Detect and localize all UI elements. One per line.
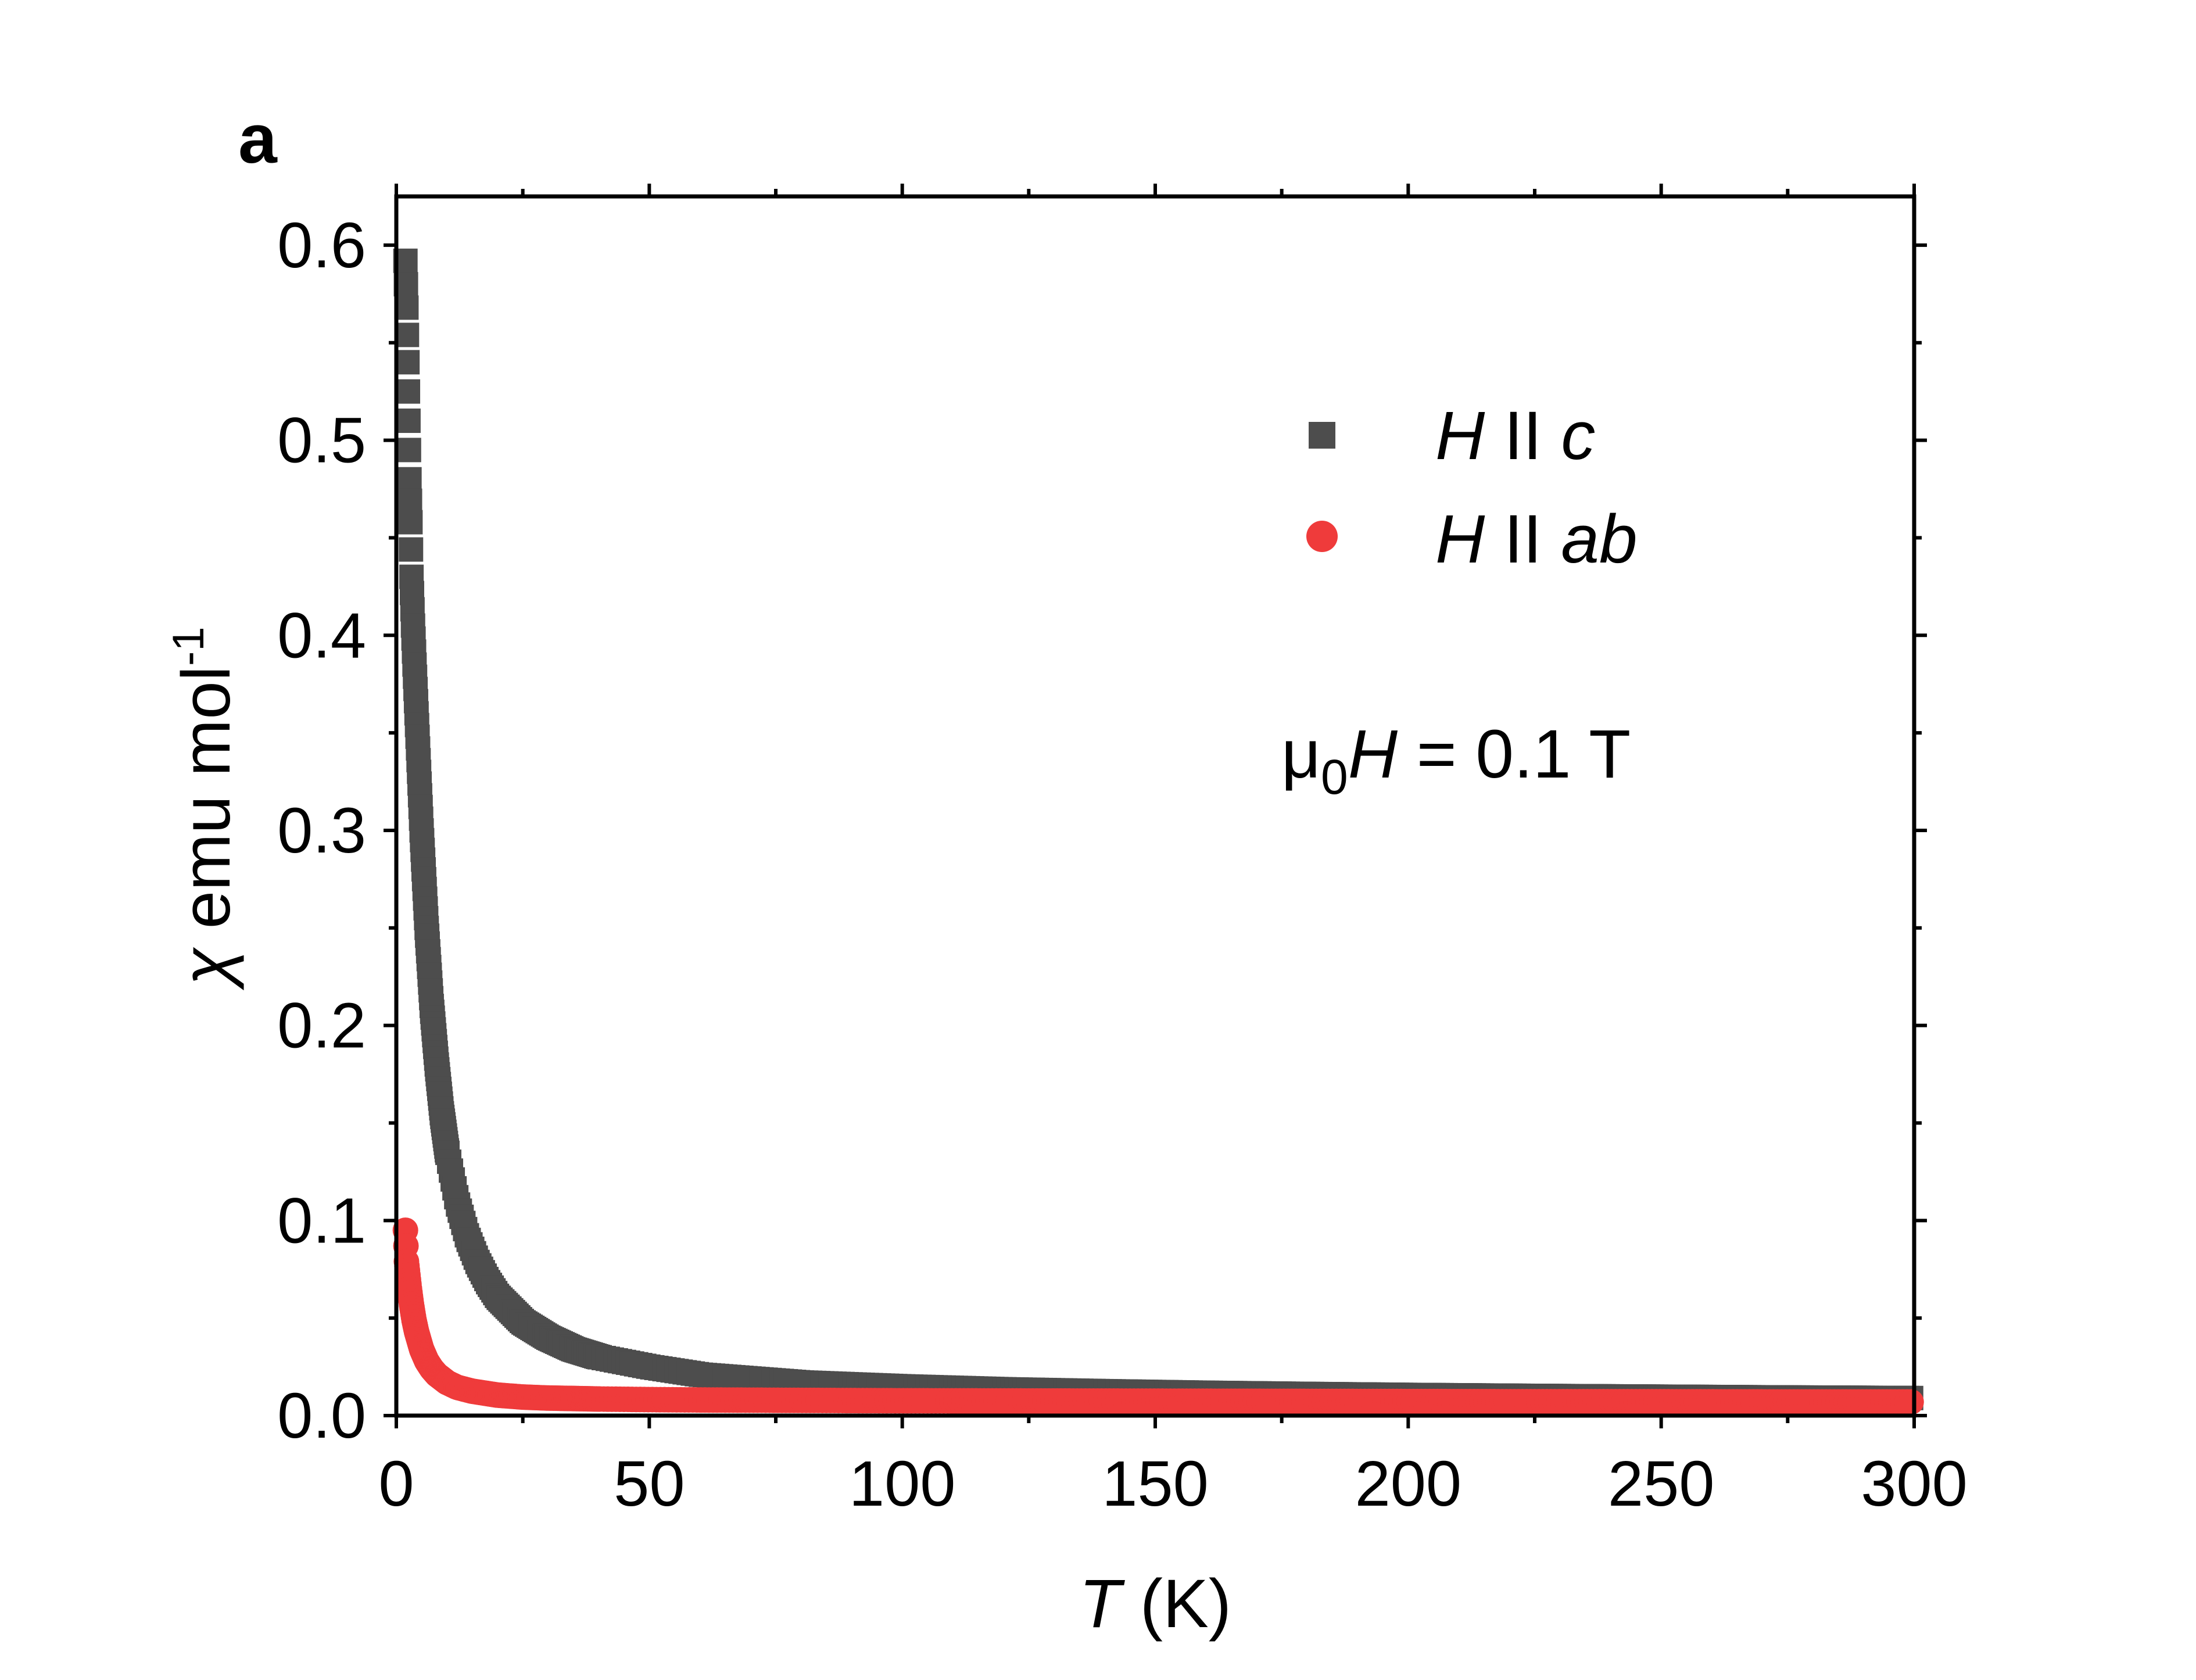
data-point-series-1 <box>397 488 422 513</box>
y-tick-label: 0.5 <box>277 405 366 477</box>
y-tick-label: 0.4 <box>277 600 366 671</box>
annotation-variable: H <box>1348 716 1398 793</box>
annotation-prefix: μ <box>1281 716 1321 793</box>
data-point-series-1 <box>396 379 421 404</box>
legend-marker-series-1 <box>1309 422 1335 449</box>
data-point-series-1 <box>397 467 422 492</box>
y-tick-label: 0.2 <box>277 990 366 1062</box>
y-tick-label: 0.0 <box>277 1380 366 1452</box>
data-point-series-1 <box>396 409 421 434</box>
legend-label-series-2: H II ab <box>1435 501 1638 578</box>
x-axis-unit: (K) <box>1121 1566 1231 1642</box>
x-axis-symbol: T <box>1079 1566 1126 1642</box>
x-tick-label: 50 <box>614 1448 685 1520</box>
y-axis-exponent: -1 <box>164 626 213 666</box>
data-point-series-1 <box>396 438 421 463</box>
y-axis-title: χ emu mol-1 <box>164 626 245 990</box>
annotation-subscript: 0 <box>1321 750 1348 804</box>
y-tick-label: 0.6 <box>277 210 366 281</box>
series-2 <box>392 1217 1924 1415</box>
plot-marks <box>392 248 1924 1415</box>
panel-label: a <box>238 100 278 178</box>
legend-1-sep: II <box>1485 397 1561 474</box>
x-tick-label: 300 <box>1861 1448 1968 1520</box>
legend-1-italic: H <box>1435 397 1485 474</box>
legend-2-italic: H <box>1435 501 1485 578</box>
legend-2-sep: II <box>1485 501 1561 578</box>
y-axis-unit: emu mol <box>168 666 245 948</box>
y-tick-label: 0.3 <box>277 795 366 866</box>
data-point-series-1 <box>395 350 420 375</box>
legend-1-dir: c <box>1561 397 1595 474</box>
annotation-rest: = 0.1 T <box>1398 716 1631 793</box>
x-tick-label: 0 <box>378 1448 414 1520</box>
legend-2-dir: ab <box>1561 501 1637 578</box>
legend: H II c H II ab <box>1306 397 1638 578</box>
data-point-series-1 <box>395 323 420 348</box>
x-tick-label: 100 <box>849 1448 956 1520</box>
y-tick-label: 0.1 <box>277 1185 366 1256</box>
y-axis-symbol: χ <box>168 947 245 991</box>
data-point-series-1 <box>398 510 423 535</box>
data-point-series-1 <box>399 537 424 562</box>
x-tick-label: 250 <box>1608 1448 1715 1520</box>
field-annotation: μ0H = 0.1 T <box>1281 716 1631 804</box>
x-tick-label: 200 <box>1355 1448 1462 1520</box>
legend-label-series-1: H II c <box>1435 397 1595 474</box>
x-axis-title: T (K) <box>1079 1566 1231 1642</box>
data-point-series-2 <box>1898 1389 1924 1415</box>
x-tick-label: 150 <box>1102 1448 1209 1520</box>
legend-marker-series-2 <box>1306 521 1338 552</box>
axis-ticks: 0 50 100 150 200 250 300 0.0 0.1 0.2 0.3 0.4 0.5 0.6 <box>277 184 1968 1520</box>
